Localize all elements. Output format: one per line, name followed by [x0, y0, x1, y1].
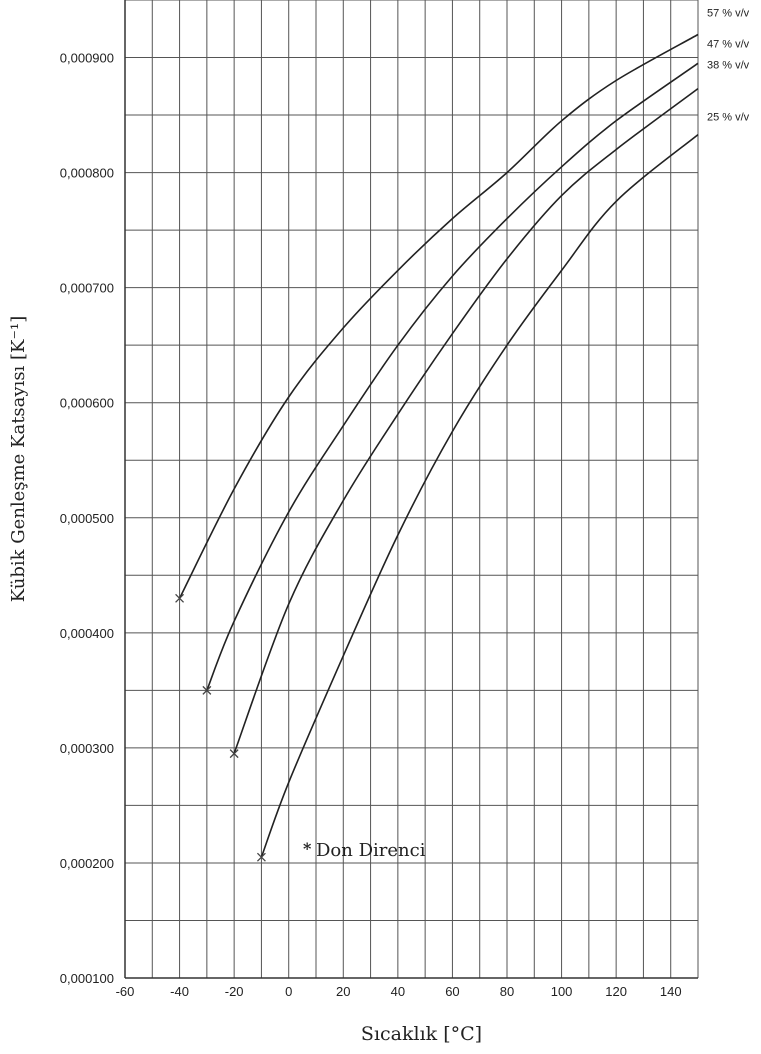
y-tick-label: 0,000200 — [60, 856, 114, 871]
annotation: * Don Direnci — [303, 839, 426, 861]
y-tick-label: 0,000700 — [60, 281, 114, 296]
series-start-marker — [256, 852, 266, 862]
x-tick-label: 60 — [445, 984, 459, 999]
y-tick-label: 0,000500 — [60, 511, 114, 526]
series-start-marker — [229, 749, 239, 759]
series-line — [260, 133, 699, 858]
x-tick-label: 140 — [660, 984, 682, 999]
series-label: 25 % v/v — [707, 112, 750, 124]
y-tick-label: 0,000900 — [60, 51, 114, 66]
series-label: 57 % v/v — [707, 8, 750, 20]
series-line — [206, 62, 699, 691]
x-tick-label: 20 — [336, 984, 350, 999]
series-start-marker — [175, 593, 185, 603]
y-tick-label: 0,000300 — [60, 741, 114, 756]
series-start-marker — [202, 685, 212, 695]
annotation-text: Don Direnci — [316, 840, 426, 861]
x-tick-label: 120 — [605, 984, 627, 999]
x-tick-label: -40 — [170, 984, 189, 999]
x-axis-title: Sıcaklık [°C] — [361, 1023, 482, 1045]
y-tick-label: 0,000100 — [60, 971, 114, 986]
y-tick-label: 0,000600 — [60, 396, 114, 411]
x-tick-label: 80 — [500, 984, 514, 999]
y-axis-title: Kübik Genleşme Katsayısı [K⁻¹] — [8, 316, 29, 603]
annotation-marker: * — [303, 839, 312, 858]
x-tick-label: 40 — [391, 984, 405, 999]
tick-labels: -60 -40 -20 0 20 40 60 80 100 120 140 0,000100 0,000… — [60, 51, 682, 999]
x-tick-label: -20 — [225, 984, 244, 999]
x-tick-label: 100 — [551, 984, 573, 999]
x-tick-label: -60 — [116, 984, 135, 999]
x-tick-label: 0 — [285, 984, 292, 999]
series-label: 38 % v/v — [707, 60, 750, 72]
grid — [124, 0, 699, 979]
y-tick-label: 0,000400 — [60, 626, 114, 641]
series-labels: 57 % v/v 47 % v/v 38 % v/v 25 % v/v — [707, 8, 750, 124]
series-line — [233, 87, 699, 754]
series-label: 47 % v/v — [707, 38, 750, 50]
series-lines — [175, 33, 699, 862]
series-line — [178, 33, 699, 599]
y-tick-label: 0,000800 — [60, 166, 114, 181]
